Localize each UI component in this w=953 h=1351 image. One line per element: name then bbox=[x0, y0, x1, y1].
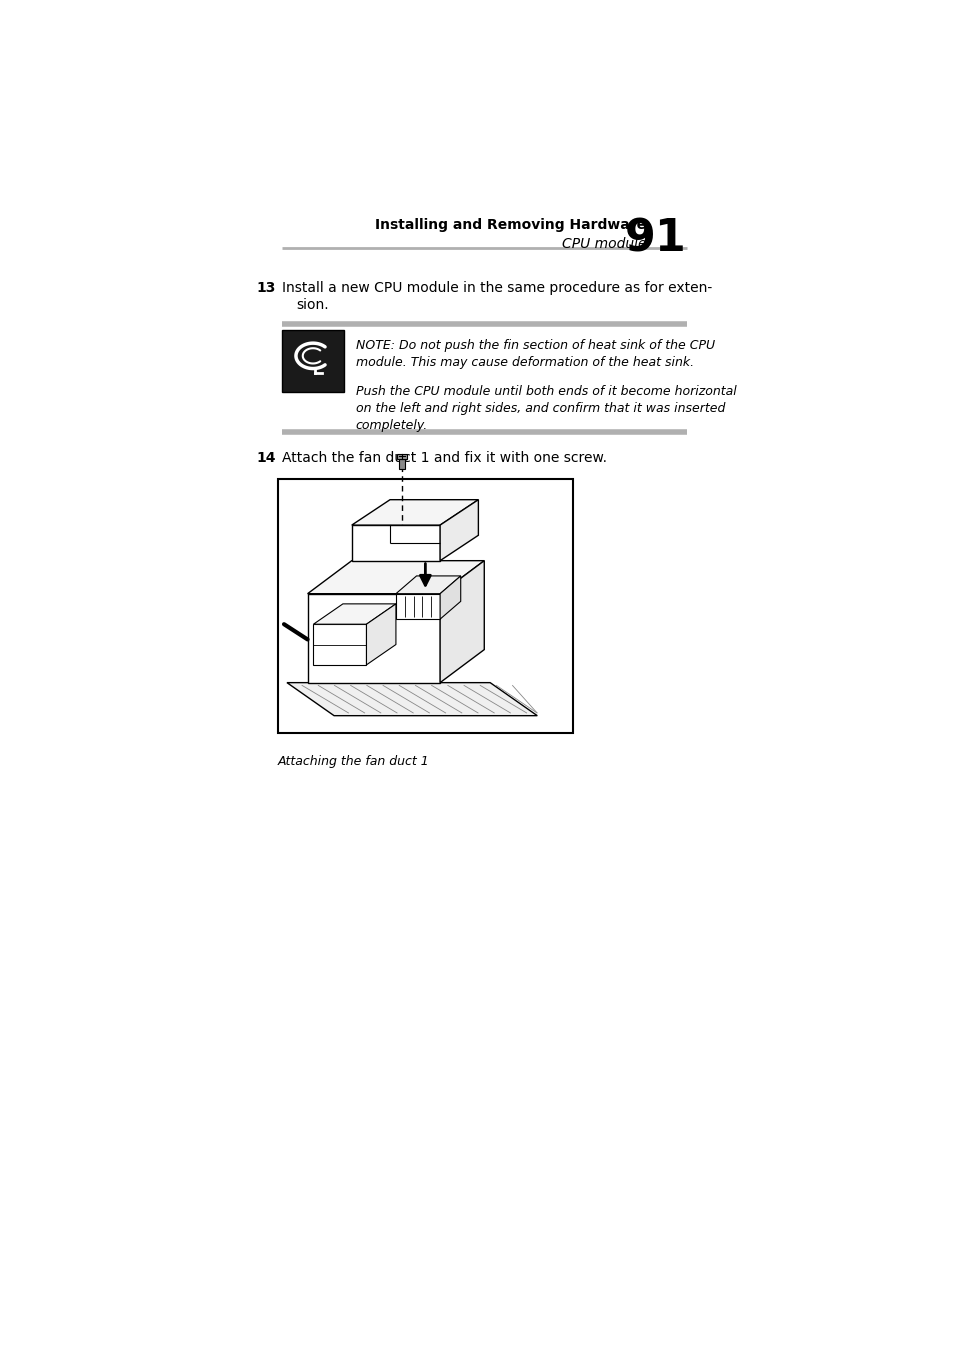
Polygon shape bbox=[307, 593, 439, 682]
Text: Attach the fan duct 1 and fix it with one screw.: Attach the fan duct 1 and fix it with on… bbox=[282, 451, 606, 465]
Polygon shape bbox=[314, 604, 395, 624]
Text: on the left and right sides, and confirm that it was inserted: on the left and right sides, and confirm… bbox=[355, 403, 724, 415]
Text: 14: 14 bbox=[256, 451, 275, 465]
Text: 91: 91 bbox=[624, 218, 686, 261]
Polygon shape bbox=[307, 561, 484, 593]
Text: NOTE: Do not push the fin section of heat sink of the CPU: NOTE: Do not push the fin section of hea… bbox=[355, 339, 714, 353]
Polygon shape bbox=[314, 624, 366, 665]
Text: Install a new CPU module in the same procedure as for exten-: Install a new CPU module in the same pro… bbox=[282, 281, 712, 296]
Polygon shape bbox=[395, 593, 439, 619]
Text: module. This may cause deformation of the heat sink.: module. This may cause deformation of th… bbox=[355, 357, 693, 369]
Text: completely.: completely. bbox=[355, 419, 428, 432]
Bar bbox=[396, 454, 406, 459]
Text: sion.: sion. bbox=[295, 299, 328, 312]
Polygon shape bbox=[439, 500, 477, 561]
Text: Push the CPU module until both ends of it become horizontal: Push the CPU module until both ends of i… bbox=[355, 385, 736, 399]
Text: 13: 13 bbox=[256, 281, 275, 296]
Polygon shape bbox=[395, 576, 460, 593]
Text: Attaching the fan duct 1: Attaching the fan duct 1 bbox=[278, 755, 430, 767]
Polygon shape bbox=[366, 604, 395, 665]
Polygon shape bbox=[287, 682, 537, 716]
Bar bbox=[278, 480, 572, 734]
Polygon shape bbox=[352, 500, 477, 526]
Polygon shape bbox=[352, 526, 439, 561]
Polygon shape bbox=[439, 576, 460, 619]
Bar bbox=[398, 458, 404, 469]
Polygon shape bbox=[439, 561, 484, 682]
Text: Installing and Removing Hardware: Installing and Removing Hardware bbox=[375, 218, 645, 231]
Bar bbox=[282, 330, 344, 392]
Text: CPU module: CPU module bbox=[561, 236, 645, 251]
